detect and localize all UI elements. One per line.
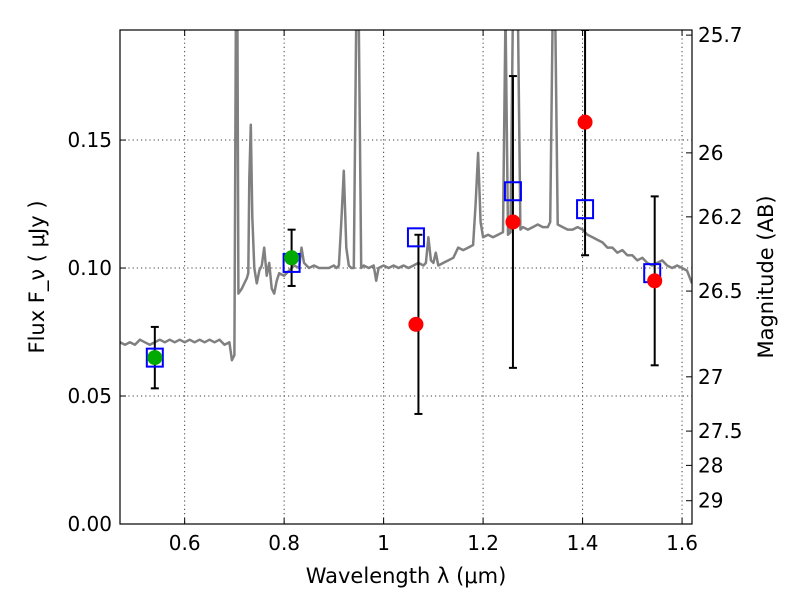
observed-flux-point (505, 214, 521, 230)
magnitude-tick-label: 26.5 (698, 279, 743, 303)
model-band-flux-square (576, 199, 595, 220)
series-layer (120, 30, 692, 415)
observed-flux-point (147, 350, 163, 366)
magnitude-tick-label: 27.5 (698, 419, 743, 443)
x-tick-label: 1.6 (666, 531, 698, 555)
plot-area (120, 30, 692, 415)
observed-flux-point (408, 316, 424, 332)
x-axis-label: Wavelength λ (μm) (306, 564, 507, 588)
y-tick-label: 0.15 (67, 128, 112, 152)
model-band-flux-square (145, 347, 164, 368)
y-tick-label: 0.10 (67, 256, 112, 280)
axes-frame (119, 29, 693, 525)
observed-flux-point (284, 250, 300, 266)
observed-flux-point (647, 273, 663, 289)
magnitude-tick-label: 26.2 (698, 205, 743, 229)
magnitude-tick-label: 29 (698, 489, 723, 513)
x-axis-ticks: 0.6 0.8 1 1.2 1.4 1.6 (169, 30, 698, 555)
x-tick-label: 1.2 (467, 531, 499, 555)
right-axis-label: Magnitude (AB) (754, 195, 778, 358)
x-tick-label: 1 (377, 531, 390, 555)
magnitude-axis-ticks: 25.7 26 26.2 26.5 27 27.5 28 29 (686, 23, 743, 513)
x-tick-label: 1.4 (567, 531, 599, 555)
y-tick-label: 0.05 (67, 384, 112, 408)
y-axis-label: Flux F_ν ( μJy ) (25, 200, 50, 353)
y-tick-label: 0.00 (67, 512, 112, 536)
x-tick-label: 0.8 (268, 531, 300, 555)
x-tick-label: 0.6 (169, 531, 201, 555)
magnitude-tick-label: 27 (698, 365, 723, 389)
model-band-flux-square (406, 227, 425, 248)
y-axis-ticks: 0.00 0.05 0.10 0.15 (67, 128, 126, 536)
model-spectrum-line (120, 30, 692, 362)
magnitude-tick-label: 26 (698, 141, 723, 165)
model-band-flux-square (503, 181, 522, 202)
magnitude-tick-label: 28 (698, 453, 723, 477)
magnitude-tick-label: 25.7 (698, 23, 743, 47)
grid-lines (120, 30, 692, 524)
observed-flux-point (577, 114, 593, 130)
